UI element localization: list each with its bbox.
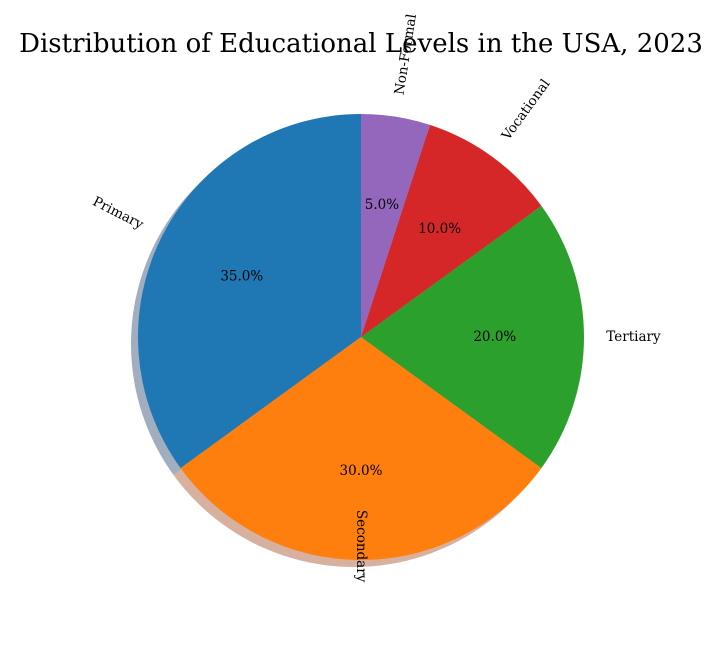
percent-label-tertiary: 20.0% [473, 329, 516, 345]
category-label-secondary: Secondary [353, 510, 369, 583]
percent-label-non-formal: 5.0% [365, 197, 399, 213]
pie-slice-tertiary [361, 205, 584, 469]
pie-slice-non-formal [361, 114, 430, 337]
pie-slice-vocational [361, 124, 542, 337]
percent-label-primary: 35.0% [220, 268, 263, 284]
pie-slices [137, 114, 584, 560]
chart-title: Distribution of Educational Levels in th… [19, 29, 703, 59]
percent-label-secondary: 30.0% [340, 463, 383, 479]
percent-label-vocational: 10.0% [418, 221, 461, 237]
category-label-tertiary: Tertiary [606, 329, 661, 345]
percent-labels: 35.0% 30.0% 20.0% 10.0% 5.0% [220, 197, 516, 479]
pie-slice-secondary [180, 337, 542, 560]
pie-slice-primary [137, 114, 361, 469]
